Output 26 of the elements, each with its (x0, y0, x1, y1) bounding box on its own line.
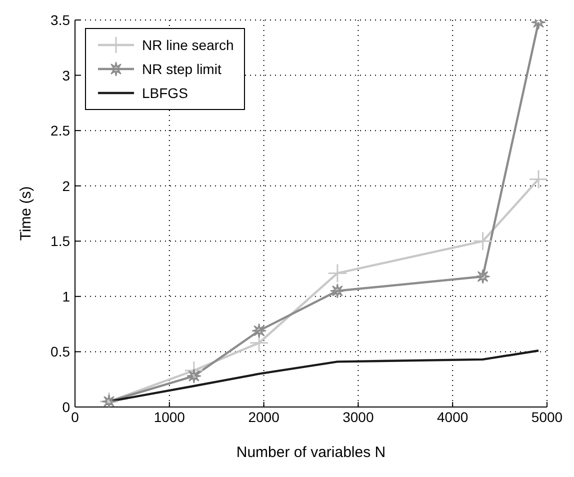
y-tick-label: 0 (62, 398, 70, 415)
y-tick-label: 1 (62, 288, 70, 304)
x-tick-label: 5000 (531, 408, 563, 425)
legend-label: LBFGS (142, 85, 188, 101)
y-tick-label: 2.5 (50, 122, 70, 139)
legend-label: NR line search (142, 37, 234, 53)
x-tick-label: 1000 (154, 408, 186, 425)
point (328, 263, 348, 283)
point (252, 324, 266, 338)
y-axis-title: Time (s) (17, 186, 34, 241)
y-tick-label: 1.5 (50, 233, 70, 250)
point (528, 169, 547, 189)
x-tick-label: 3000 (342, 408, 374, 425)
point (473, 231, 493, 251)
y-tick-label: 3.5 (50, 12, 70, 28)
x-axis-title: Number of variables N (236, 444, 386, 461)
point (184, 360, 204, 380)
y-tick-label: 2 (62, 178, 70, 194)
legend-label: NR step limit (142, 61, 222, 77)
point (476, 269, 490, 284)
x-tick-label: 2000 (248, 408, 280, 425)
point (330, 284, 345, 298)
point (186, 368, 202, 384)
y-tick-label: 0.5 (50, 344, 70, 360)
y-tick-label: 3 (62, 67, 70, 84)
x-tick-label: 4000 (437, 408, 468, 425)
